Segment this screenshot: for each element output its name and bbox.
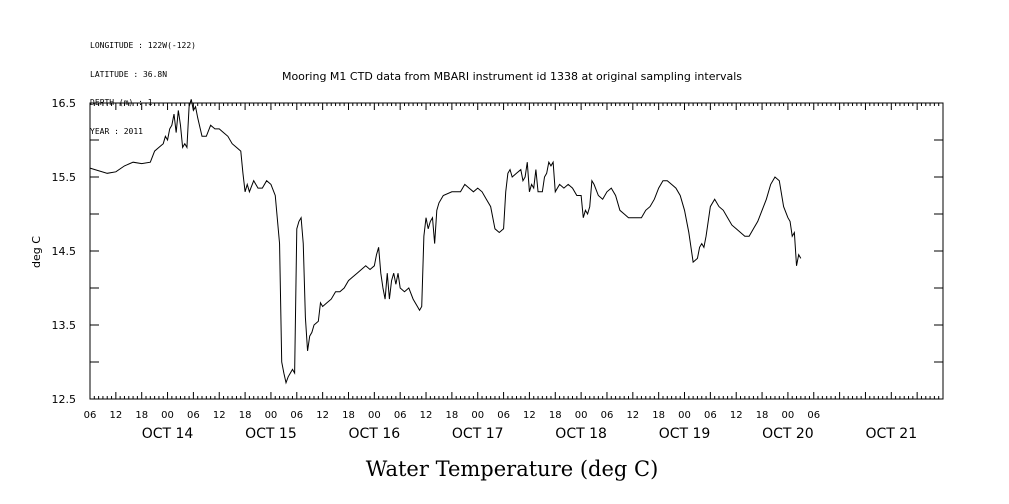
longitude-label: LONGITUDE : 122W(-122) — [90, 41, 196, 50]
x-hour-tick-label: 06 — [497, 410, 510, 421]
x-axis-title: Water Temperature (deg C) — [366, 457, 659, 481]
x-hour-tick-label: 00 — [782, 410, 795, 421]
x-hour-tick-label: 06 — [84, 410, 97, 421]
y-tick-label: 14.5 — [52, 245, 77, 258]
x-hour-tick-label: 12 — [523, 410, 536, 421]
y-axis-label: deg C — [30, 236, 43, 268]
year-label: YEAR : 2011 — [90, 126, 143, 136]
x-hour-tick-label: 12 — [109, 410, 122, 421]
x-hour-tick-label: 18 — [652, 410, 665, 421]
x-hour-tick-label: 00 — [368, 410, 381, 421]
x-hour-tick-label: 00 — [575, 410, 588, 421]
x-hour-tick-label: 18 — [135, 410, 148, 421]
x-date-label: OCT 14 — [142, 426, 194, 442]
x-date-label: OCT 21 — [865, 426, 917, 442]
x-hour-tick-label: 06 — [394, 410, 407, 421]
x-hour-tick-label: 06 — [290, 410, 303, 421]
x-date-label: OCT 19 — [659, 426, 711, 442]
y-tick-label: 16.5 — [52, 97, 77, 110]
tick-labels: 06 12 18 00 06 12 18 00 06 12 18 00 06 12 18 00 06 12 18 00… — [52, 97, 918, 442]
series-line — [89, 99, 802, 385]
x-hour-tick-label: 00 — [265, 410, 278, 421]
x-hour-tick-label: 18 — [239, 410, 252, 421]
chart-title: Mooring M1 CTD data from MBARI instrumen… — [282, 70, 742, 83]
x-hour-tick-label: 06 — [807, 410, 820, 421]
x-date-label: OCT 16 — [349, 426, 401, 442]
x-hour-tick-label: 00 — [678, 410, 691, 421]
x-hour-tick-label: 06 — [187, 410, 200, 421]
y-tick-label: 15.5 — [52, 171, 77, 184]
x-date-label: OCT 15 — [245, 426, 297, 442]
x-hour-tick-label: 06 — [601, 410, 614, 421]
x-hour-tick-label: 18 — [446, 410, 459, 421]
x-date-label: OCT 20 — [762, 426, 814, 442]
y-tick-label: 12.5 — [52, 393, 77, 406]
x-hour-tick-label: 06 — [704, 410, 717, 421]
x-hour-tick-label: 12 — [730, 410, 743, 421]
plot-frame — [89, 102, 944, 400]
x-hour-tick-label: 18 — [342, 410, 355, 421]
y-tick-label: 13.5 — [52, 319, 77, 332]
tick-marks — [89, 102, 944, 400]
x-hour-tick-label: 12 — [316, 410, 329, 421]
x-hour-tick-label: 18 — [549, 410, 562, 421]
x-hour-tick-label: 18 — [756, 410, 769, 421]
x-date-label: OCT 17 — [452, 426, 504, 442]
x-hour-tick-label: 00 — [471, 410, 484, 421]
x-date-label: OCT 18 — [555, 426, 607, 442]
x-hour-tick-label: 12 — [213, 410, 226, 421]
x-hour-tick-label: 12 — [626, 410, 639, 421]
x-hour-tick-label: 00 — [161, 410, 174, 421]
x-hour-tick-label: 12 — [420, 410, 433, 421]
latitude-label: LATITUDE : 36.8N — [90, 69, 168, 79]
